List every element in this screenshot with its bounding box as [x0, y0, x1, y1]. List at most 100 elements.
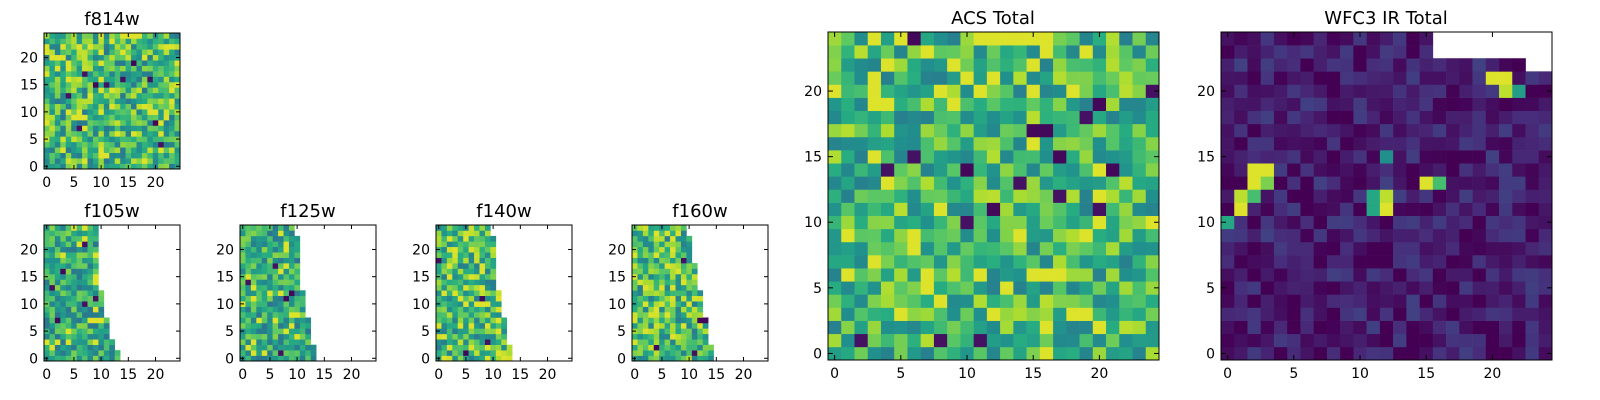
heatmap-cell [1092, 71, 1107, 85]
heatmap-cell [484, 355, 491, 362]
heatmap-cell [1485, 333, 1500, 348]
heatmap-cell [463, 246, 469, 253]
heatmap-cell [479, 344, 486, 351]
heatmap-cell [163, 158, 170, 164]
heatmap-cell [484, 312, 491, 318]
heatmap-cell [1106, 281, 1120, 295]
heatmap-cell [125, 136, 132, 143]
heatmap-cell [92, 328, 99, 335]
heatmap-cell [272, 268, 279, 275]
heatmap-cell [1053, 136, 1067, 151]
heatmap-cell [675, 257, 682, 264]
heatmap-cell [76, 54, 83, 61]
heatmap-cell [1287, 136, 1301, 151]
heatmap-cell [484, 295, 491, 302]
heatmap-cell [82, 136, 88, 143]
heatmap-cell [114, 76, 121, 83]
x-tick-label: 5 [657, 367, 666, 383]
heatmap-cell [1066, 333, 1080, 348]
heatmap-cell [1326, 110, 1341, 125]
heatmap-cell [986, 71, 1001, 85]
heatmap-cell [907, 123, 921, 138]
heatmap-cell [1260, 215, 1275, 230]
heatmap-cell [1132, 268, 1147, 282]
heatmap-cell [653, 230, 660, 237]
heatmap-cell [169, 158, 175, 164]
heatmap-cell [1300, 281, 1314, 295]
heatmap-cell [920, 136, 935, 151]
heatmap-cell [71, 87, 77, 94]
heatmap-cell [44, 350, 50, 356]
heatmap-cell [474, 279, 480, 286]
heatmap-cell [490, 257, 497, 264]
heatmap-cell [920, 45, 935, 59]
heatmap-cell [240, 268, 246, 275]
heatmap-cell [147, 76, 154, 83]
heatmap-cell [278, 273, 284, 280]
heatmap-cell [1379, 97, 1394, 112]
heatmap-cell [245, 279, 252, 286]
heatmap-cell [1260, 71, 1275, 85]
heatmap-cell [278, 263, 284, 269]
heatmap-cell [152, 136, 159, 143]
heatmap-cell [960, 294, 974, 308]
heatmap-cell [136, 33, 143, 39]
heatmap-cell [109, 109, 116, 115]
heatmap-cell [65, 109, 72, 115]
heatmap-cell [49, 306, 56, 313]
heatmap-cell [169, 98, 175, 105]
heatmap-cell [103, 49, 110, 56]
heatmap-cell [1221, 58, 1235, 72]
heatmap-cell [1393, 346, 1407, 361]
heatmap-cell [1353, 45, 1367, 59]
heatmap-cell [71, 273, 77, 280]
heatmap-cell [1092, 307, 1107, 321]
heatmap-cell [680, 295, 687, 302]
heatmap-cell [1273, 163, 1288, 177]
heatmap-cell [76, 125, 83, 132]
heatmap-cell [1066, 176, 1080, 190]
heatmap-cell [828, 202, 842, 216]
heatmap-cell [49, 147, 56, 153]
heatmap-cell [1273, 45, 1288, 59]
heatmap-cell [147, 49, 154, 56]
heatmap-cell [261, 339, 268, 345]
heatmap-cell [1379, 58, 1394, 72]
heatmap-cell [986, 163, 1001, 177]
heatmap-cell [1340, 71, 1354, 85]
heatmap-cell [880, 333, 895, 348]
heatmap-cell [1459, 241, 1473, 256]
heatmap-cell [152, 158, 159, 164]
heatmap-cell [933, 176, 948, 190]
heatmap-cell [114, 71, 121, 77]
heatmap-cell [76, 147, 83, 153]
heatmap-cell [305, 328, 312, 335]
heatmap-cell [1013, 228, 1027, 243]
heatmap-cell [1393, 215, 1407, 230]
heatmap-cell [71, 252, 77, 258]
heatmap-cell [686, 235, 693, 242]
heatmap-cell [71, 241, 77, 248]
heatmap-cell [653, 350, 660, 356]
heatmap-cell [1000, 163, 1014, 177]
heatmap-cell [92, 136, 99, 143]
heatmap-cell [1419, 123, 1434, 138]
heatmap-cell [1145, 268, 1160, 282]
heatmap-cell [1340, 163, 1354, 177]
heatmap-cell [495, 328, 502, 335]
heatmap-cell [642, 355, 649, 362]
heatmap-cell [49, 87, 56, 94]
heatmap-cell [278, 339, 284, 345]
heatmap-cell [452, 295, 459, 302]
heatmap-cell [670, 344, 676, 351]
heatmap-cell [1300, 123, 1314, 138]
heatmap-cell [1079, 268, 1094, 282]
heatmap-cell [675, 344, 682, 351]
heatmap-cell [49, 98, 56, 105]
heatmap-cell [1485, 163, 1500, 177]
heatmap-cell [841, 163, 855, 177]
heatmap-cell [632, 344, 638, 351]
heatmap-cell [1092, 333, 1107, 348]
heatmap-cell [653, 339, 660, 345]
heatmap-cell [1221, 97, 1235, 112]
